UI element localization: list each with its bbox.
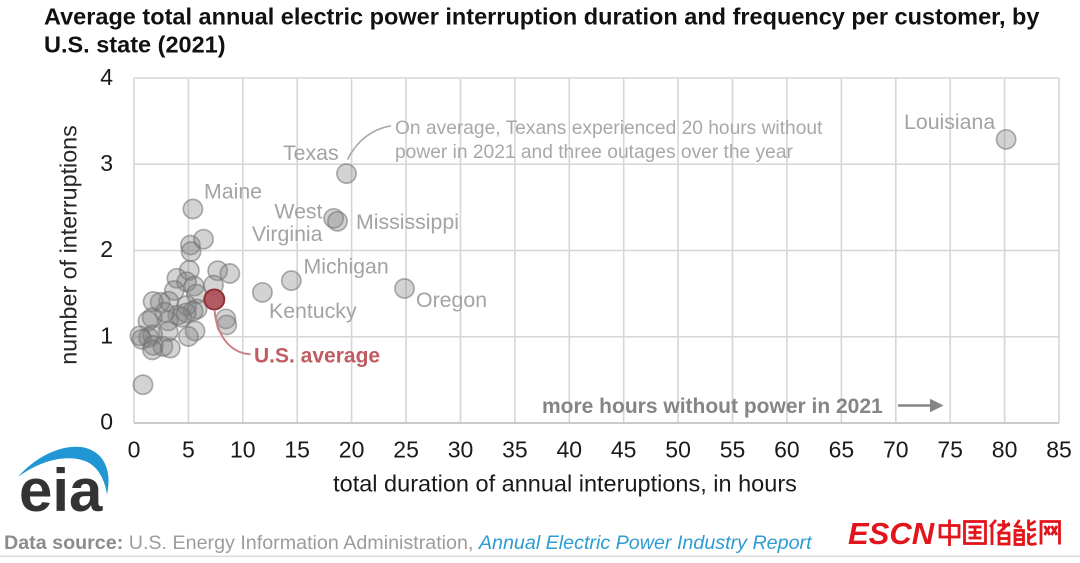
svg-text:Average total annual electric: Average total annual electric power inte…	[44, 4, 1039, 30]
svg-text:80: 80	[992, 436, 1018, 462]
svg-text:85: 85	[1046, 436, 1072, 462]
svg-text:U.S. average: U.S. average	[254, 345, 380, 368]
svg-text:1: 1	[100, 323, 113, 349]
svg-text:30: 30	[448, 436, 474, 462]
svg-text:0: 0	[100, 409, 113, 435]
svg-text:Louisiana: Louisiana	[904, 110, 995, 134]
svg-text:U.S. state (2021): U.S. state (2021)	[44, 31, 226, 57]
svg-text:total duration of annual inter: total duration of annual interuptions, i…	[333, 471, 797, 497]
svg-text:4: 4	[100, 64, 113, 90]
svg-text:Texas: Texas	[283, 141, 339, 165]
svg-text:70: 70	[883, 436, 909, 462]
svg-text:20: 20	[339, 436, 365, 462]
svg-text:3: 3	[100, 150, 113, 176]
svg-text:Maine: Maine	[204, 179, 262, 203]
svg-text:10: 10	[230, 436, 256, 462]
svg-text:number of interruptions: number of interruptions	[56, 125, 82, 365]
svg-text:65: 65	[829, 436, 855, 462]
svg-text:Michigan: Michigan	[304, 254, 389, 278]
svg-text:40: 40	[557, 436, 583, 462]
svg-text:50: 50	[665, 436, 691, 462]
svg-text:15: 15	[284, 436, 310, 462]
svg-text:25: 25	[393, 436, 419, 462]
svg-text:55: 55	[720, 436, 746, 462]
svg-text:Oregon: Oregon	[416, 288, 487, 312]
svg-text:60: 60	[774, 436, 800, 462]
svg-text:0: 0	[128, 436, 141, 462]
svg-text:Virginia: Virginia	[252, 222, 323, 246]
svg-text:35: 35	[502, 436, 528, 462]
svg-text:Data source: U.S. Energy Infor: Data source: U.S. Energy Information Adm…	[4, 532, 813, 554]
svg-text:On average, Texans experienced: On average, Texans experienced 20 hours …	[395, 118, 823, 139]
svg-text:more hours without power in 20: more hours without power in 2021	[542, 395, 883, 418]
svg-text:power in 2021 and three outage: power in 2021 and three outages over the…	[395, 142, 793, 163]
svg-text:75: 75	[937, 436, 963, 462]
svg-text:ESCN: ESCN	[848, 516, 935, 551]
svg-text:eia: eia	[19, 457, 103, 524]
svg-text:West: West	[274, 200, 322, 224]
svg-text:45: 45	[611, 436, 637, 462]
svg-text:5: 5	[182, 436, 195, 462]
svg-text:Mississippi: Mississippi	[356, 210, 459, 234]
svg-text:Kentucky: Kentucky	[269, 299, 357, 323]
svg-text:2: 2	[100, 236, 113, 262]
